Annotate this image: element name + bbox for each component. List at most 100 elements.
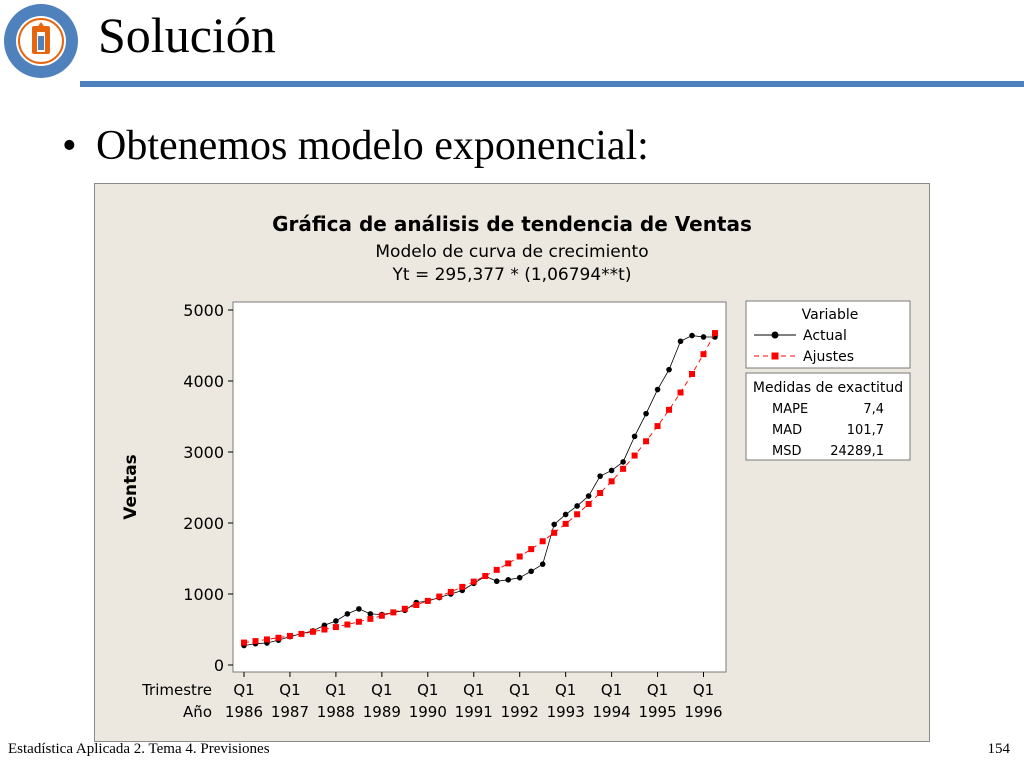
x-tick-quarter: Q1 xyxy=(371,681,392,699)
data-point-actual xyxy=(333,618,339,624)
accuracy-box xyxy=(745,372,911,461)
data-point-ajustes xyxy=(241,639,247,646)
data-point-ajustes xyxy=(436,593,443,600)
data-point-ajustes xyxy=(551,529,558,536)
legend-marker-actual xyxy=(771,331,779,339)
accuracy-value: 101,7 xyxy=(847,423,884,438)
data-point-ajustes xyxy=(424,597,431,604)
x-tick-quarter: Q1 xyxy=(417,681,438,699)
data-point-actual xyxy=(574,503,580,509)
series-line-ajustes xyxy=(243,332,716,644)
data-point-ajustes xyxy=(643,438,650,445)
data-point-actual xyxy=(677,338,684,345)
x-tick-year: 1987 xyxy=(271,703,309,721)
data-point-ajustes xyxy=(493,566,500,573)
x-tick-year: 1995 xyxy=(638,703,676,721)
data-point-actual xyxy=(539,561,546,567)
data-point-ajustes xyxy=(482,572,489,579)
x-tick-year: 1993 xyxy=(547,703,585,721)
data-point-ajustes xyxy=(309,628,316,635)
data-point-actual xyxy=(356,606,362,612)
accuracy-value: 24289,1 xyxy=(830,444,884,459)
data-point-ajustes xyxy=(689,370,696,377)
data-point-ajustes xyxy=(516,553,523,560)
data-point-actual xyxy=(344,611,351,617)
x-tick-quarter: Q1 xyxy=(509,681,530,699)
data-point-ajustes xyxy=(677,389,684,396)
legend-marker-ajustes xyxy=(771,352,779,360)
data-point-ajustes xyxy=(654,423,661,430)
footer-course: Estadística Aplicada 2. Tema 4. Previsio… xyxy=(8,741,270,757)
data-point-ajustes xyxy=(470,578,477,585)
x-tick-quarter: Q1 xyxy=(279,681,300,699)
data-point-actual xyxy=(666,366,672,373)
legend-title: Variable xyxy=(802,307,859,323)
x-row-label-quarter: Trimestre xyxy=(141,681,212,699)
data-point-actual xyxy=(608,467,615,474)
data-point-ajustes xyxy=(620,465,627,472)
data-point-ajustes xyxy=(401,605,408,612)
data-point-actual xyxy=(631,433,638,440)
data-point-ajustes xyxy=(263,636,270,643)
data-point-actual xyxy=(643,410,649,417)
page-number: 154 xyxy=(987,741,1011,757)
x-tick-year: 1989 xyxy=(363,703,401,721)
trend-chart: Gráfica de análisis de tendencia de Vent… xyxy=(121,212,911,721)
data-point-ajustes xyxy=(585,500,592,507)
x-tick-quarter: Q1 xyxy=(693,681,714,699)
title-rule xyxy=(80,81,1024,87)
y-tick-label: 0 xyxy=(214,656,224,675)
chart-title: Gráfica de análisis de tendencia de Vent… xyxy=(272,212,752,236)
accuracy-label: MAD xyxy=(772,423,802,438)
accuracy-label: MSD xyxy=(772,444,801,459)
accuracy-value: 7,4 xyxy=(863,402,884,417)
x-tick-quarter: Q1 xyxy=(233,681,254,699)
x-tick-year: 1991 xyxy=(455,703,493,721)
data-point-ajustes xyxy=(597,490,604,497)
data-point-ajustes xyxy=(390,609,397,616)
data-point-ajustes xyxy=(275,634,282,641)
legend-label-actual: Actual xyxy=(803,328,847,344)
data-point-ajustes xyxy=(459,583,466,590)
x-tick-year: 1992 xyxy=(501,703,539,721)
accuracy-title: Medidas de exactitud xyxy=(753,380,903,396)
y-tick-label: 3000 xyxy=(183,443,224,462)
y-tick-label: 1000 xyxy=(183,585,224,604)
university-logo xyxy=(2,2,80,80)
data-point-ajustes xyxy=(447,588,454,595)
x-tick-quarter: Q1 xyxy=(601,681,622,699)
data-point-ajustes xyxy=(562,520,569,527)
x-tick-year: 1990 xyxy=(409,703,447,721)
data-point-ajustes xyxy=(574,511,581,518)
data-point-ajustes xyxy=(608,478,615,485)
data-point-actual xyxy=(585,493,592,499)
data-point-ajustes xyxy=(505,560,512,567)
data-point-actual xyxy=(505,577,512,583)
x-tick-year: 1988 xyxy=(317,703,355,721)
data-point-actual xyxy=(516,574,523,581)
x-tick-year: 1986 xyxy=(225,703,263,721)
data-point-ajustes xyxy=(286,632,293,639)
data-point-ajustes xyxy=(631,452,638,459)
data-point-actual xyxy=(689,332,695,339)
data-point-ajustes xyxy=(332,624,339,631)
data-point-ajustes xyxy=(321,626,328,633)
data-point-ajustes xyxy=(252,638,259,645)
accuracy-label: MAPE xyxy=(772,402,808,417)
bullet-text: Obtenemos modelo exponencial: xyxy=(96,123,649,169)
data-point-ajustes xyxy=(712,330,718,337)
y-tick-label: 5000 xyxy=(183,301,224,320)
data-point-ajustes xyxy=(367,615,374,622)
slide-title: Solución xyxy=(98,7,276,63)
legend-label-ajustes: Ajustes xyxy=(803,349,854,365)
x-row-label-year: Año xyxy=(183,703,212,721)
y-axis-label: Ventas xyxy=(121,454,141,520)
x-tick-year: 1996 xyxy=(684,703,722,721)
data-point-ajustes xyxy=(344,621,351,628)
data-point-actual xyxy=(562,511,569,518)
data-point-actual xyxy=(597,473,603,479)
y-tick-label: 4000 xyxy=(183,372,224,391)
data-point-ajustes xyxy=(413,602,420,609)
bullet-item: • Obtenemos modelo exponencial: xyxy=(62,125,649,167)
plot-area xyxy=(232,301,727,673)
